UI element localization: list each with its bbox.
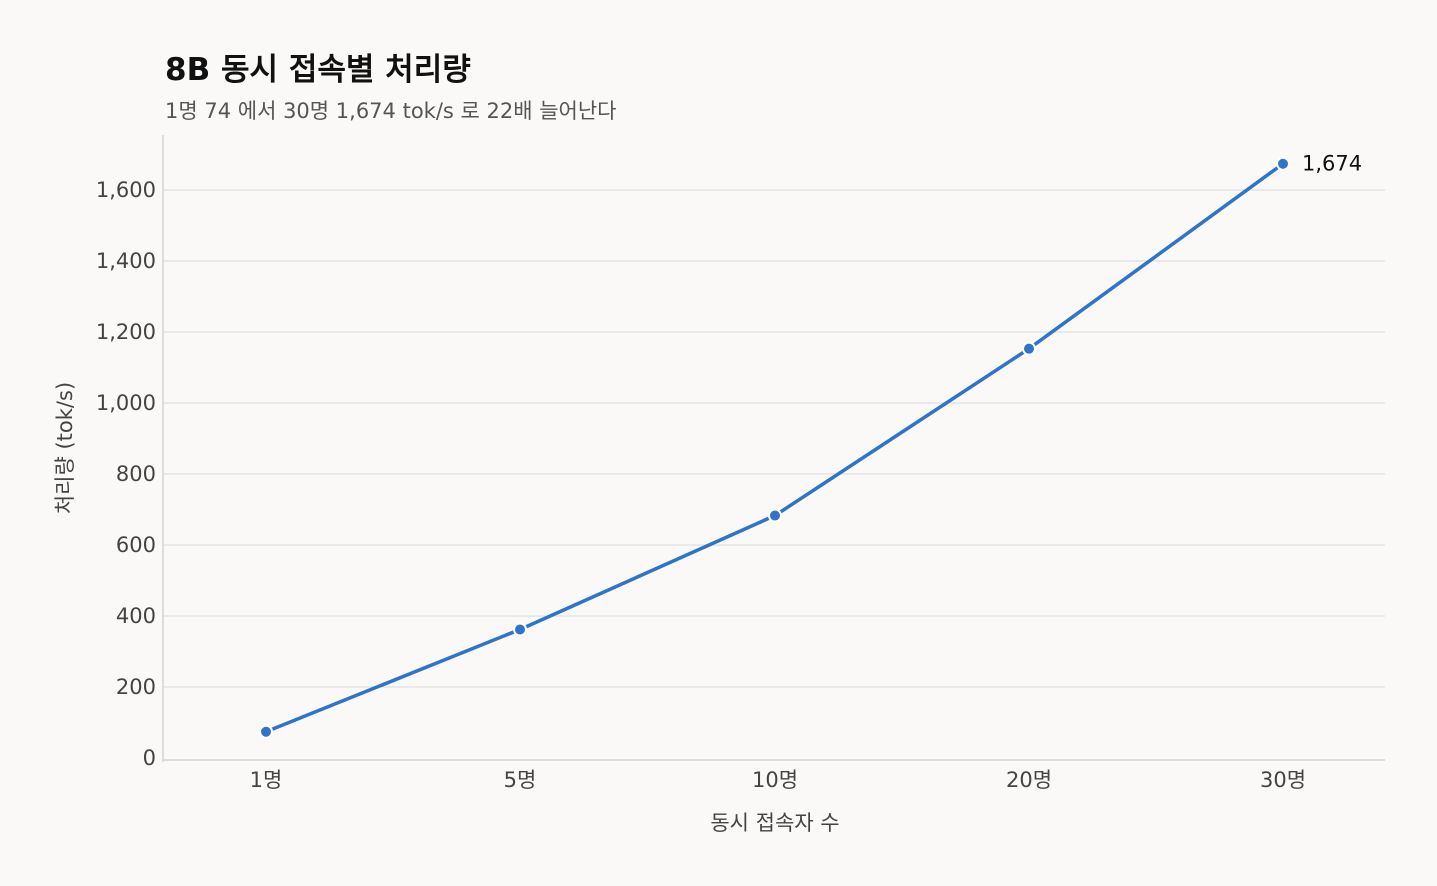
y-axis-label: 처리량 (tok/s) bbox=[53, 382, 77, 514]
x-tick-label: 5명 bbox=[504, 768, 537, 792]
y-tick-label: 0 bbox=[143, 746, 156, 770]
y-tick-label: 400 bbox=[116, 604, 156, 628]
y-tick-label: 1,000 bbox=[96, 391, 156, 415]
x-axis-label: 동시 접속자 수 bbox=[710, 811, 839, 835]
data-point bbox=[1276, 156, 1290, 171]
chart-subtitle: 1명 74 에서 30명 1,674 tok/s 로 22배 늘어난다 bbox=[165, 99, 617, 123]
x-tick-label: 1명 bbox=[250, 768, 283, 792]
end-value-label: 1,674 bbox=[1302, 152, 1362, 176]
data-labels: 1,674 bbox=[1302, 152, 1362, 176]
gridlines bbox=[163, 189, 1385, 688]
y-tick-label: 1,600 bbox=[96, 178, 156, 202]
series-layer bbox=[259, 156, 1290, 739]
y-tick-labels: 0 200 400 600 800 1,000 1,200 1,400 1,600 bbox=[96, 178, 156, 770]
series-line bbox=[264, 161, 1285, 734]
x-tick-labels: 1명 5명 10명 20명 30명 bbox=[250, 768, 1306, 792]
y-tick-label: 200 bbox=[116, 675, 156, 699]
data-point bbox=[768, 508, 782, 523]
y-tick-label: 1,400 bbox=[96, 249, 156, 273]
data-point bbox=[513, 622, 527, 637]
x-tick-label: 30명 bbox=[1260, 768, 1306, 792]
chart-title: 8B 동시 접속별 처리량 bbox=[165, 52, 471, 88]
y-tick-label: 600 bbox=[116, 533, 156, 557]
axes bbox=[162, 135, 1385, 762]
y-tick-label: 1,200 bbox=[96, 320, 156, 344]
x-tick-label: 20명 bbox=[1006, 768, 1052, 792]
data-point bbox=[259, 724, 273, 739]
y-tick-label: 800 bbox=[116, 462, 156, 486]
x-tick-label: 10명 bbox=[752, 768, 798, 792]
data-point bbox=[1022, 341, 1036, 356]
